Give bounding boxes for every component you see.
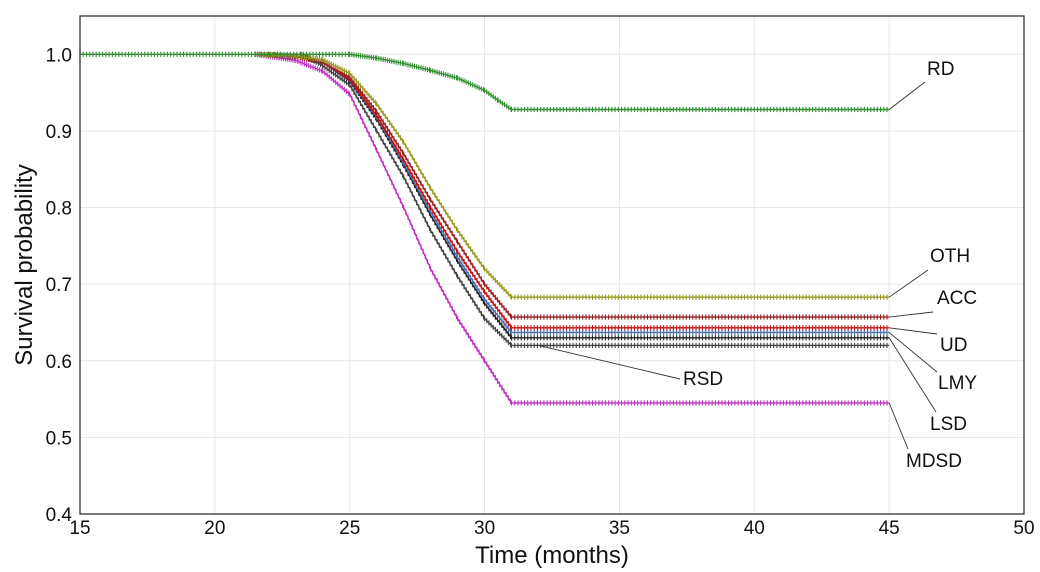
leader-lmy [888, 332, 938, 373]
leader-mdsd [888, 402, 909, 450]
label-mdsd: MDSD [906, 451, 962, 472]
x-tick-label: 30 [474, 518, 495, 539]
tick-labels: 15 20 25 30 35 40 45 50 0.4 0.5 0.6 0.7 0.8 0.9 1.0 [46, 45, 1035, 539]
label-ud: UD [940, 335, 967, 356]
label-leaders [538, 81, 938, 450]
y-axis-title: Survival probability [11, 164, 38, 365]
y-tick-label: 0.9 [46, 122, 72, 143]
y-tick-label: 0.5 [46, 428, 72, 449]
label-rd: RD [927, 59, 954, 80]
label-lmy: LMY [938, 373, 977, 394]
y-tick-label: 0.7 [46, 275, 72, 296]
x-tick-label: 35 [609, 518, 630, 539]
leader-rsd [538, 345, 681, 380]
label-rsd: RSD [683, 369, 723, 390]
label-oth: OTH [930, 246, 970, 267]
leader-acc [889, 311, 934, 318]
grid [79, 16, 1025, 515]
label-acc: ACC [937, 288, 977, 309]
x-tick-label: 50 [1013, 518, 1034, 539]
y-tick-label: 0.8 [46, 199, 72, 220]
y-tick-label: 0.4 [46, 505, 73, 526]
series-mdsd [254, 51, 890, 406]
x-tick-label: 20 [204, 518, 225, 539]
x-tick-label: 40 [744, 518, 765, 539]
series-rsd [300, 51, 890, 349]
y-tick-label: 0.6 [46, 352, 72, 373]
plot-frame [79, 15, 1025, 515]
leader-oth [888, 269, 929, 298]
series-layer [79, 51, 890, 406]
x-tick-label: 25 [339, 518, 360, 539]
label-lsd: LSD [930, 414, 967, 435]
y-tick-label: 1.0 [46, 45, 72, 66]
leader-lsd [888, 337, 937, 413]
leader-ud [889, 327, 938, 335]
plot-background [80, 16, 1024, 514]
x-tick-label: 15 [69, 518, 90, 539]
leader-rd [888, 81, 926, 110]
x-axis-title: Time (months) [475, 542, 629, 569]
x-tick-label: 45 [879, 518, 900, 539]
series-rd [79, 51, 890, 113]
